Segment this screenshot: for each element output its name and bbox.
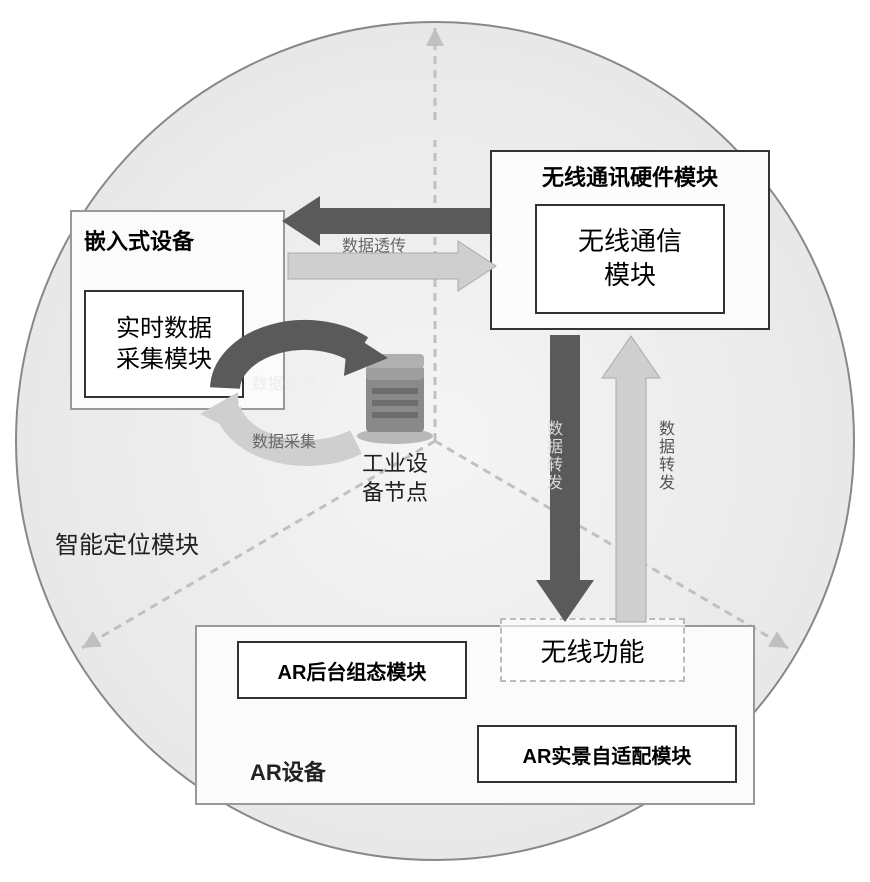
feedback-label: 数据反馈 xyxy=(252,370,316,394)
transparent-transfer-label: 数据透传 xyxy=(342,232,406,256)
diagram-stage: 智能定位模块 嵌入式设备 实时数据 采集模块 无线通讯硬件模块 无线通信 模块 … xyxy=(0,0,870,882)
embedded-title: 嵌入式设备 xyxy=(84,224,194,256)
ar-device-title: AR设备 xyxy=(250,755,326,787)
acquire-label: 数据采集 xyxy=(252,428,316,452)
forward-up-label: 数据转发 xyxy=(652,420,676,492)
wireless-hw-box: 无线通讯硬件模块 无线通信 模块 xyxy=(490,150,770,330)
wireless-hw-title: 无线通讯硬件模块 xyxy=(542,160,718,192)
ar-adapt-module: AR实景自适配模块 xyxy=(477,725,737,783)
realtime-acq-module: 实时数据 采集模块 xyxy=(84,290,244,398)
positioning-label: 智能定位模块 xyxy=(55,525,199,560)
wireless-fn-box: 无线功能 xyxy=(500,618,685,682)
forward-down-label: 数据转发 xyxy=(540,420,564,492)
ar-config-module: AR后台组态模块 xyxy=(237,641,467,699)
wireless-comm-module: 无线通信 模块 xyxy=(535,204,725,314)
equipment-node-label: 工业设 备节点 xyxy=(362,450,428,507)
